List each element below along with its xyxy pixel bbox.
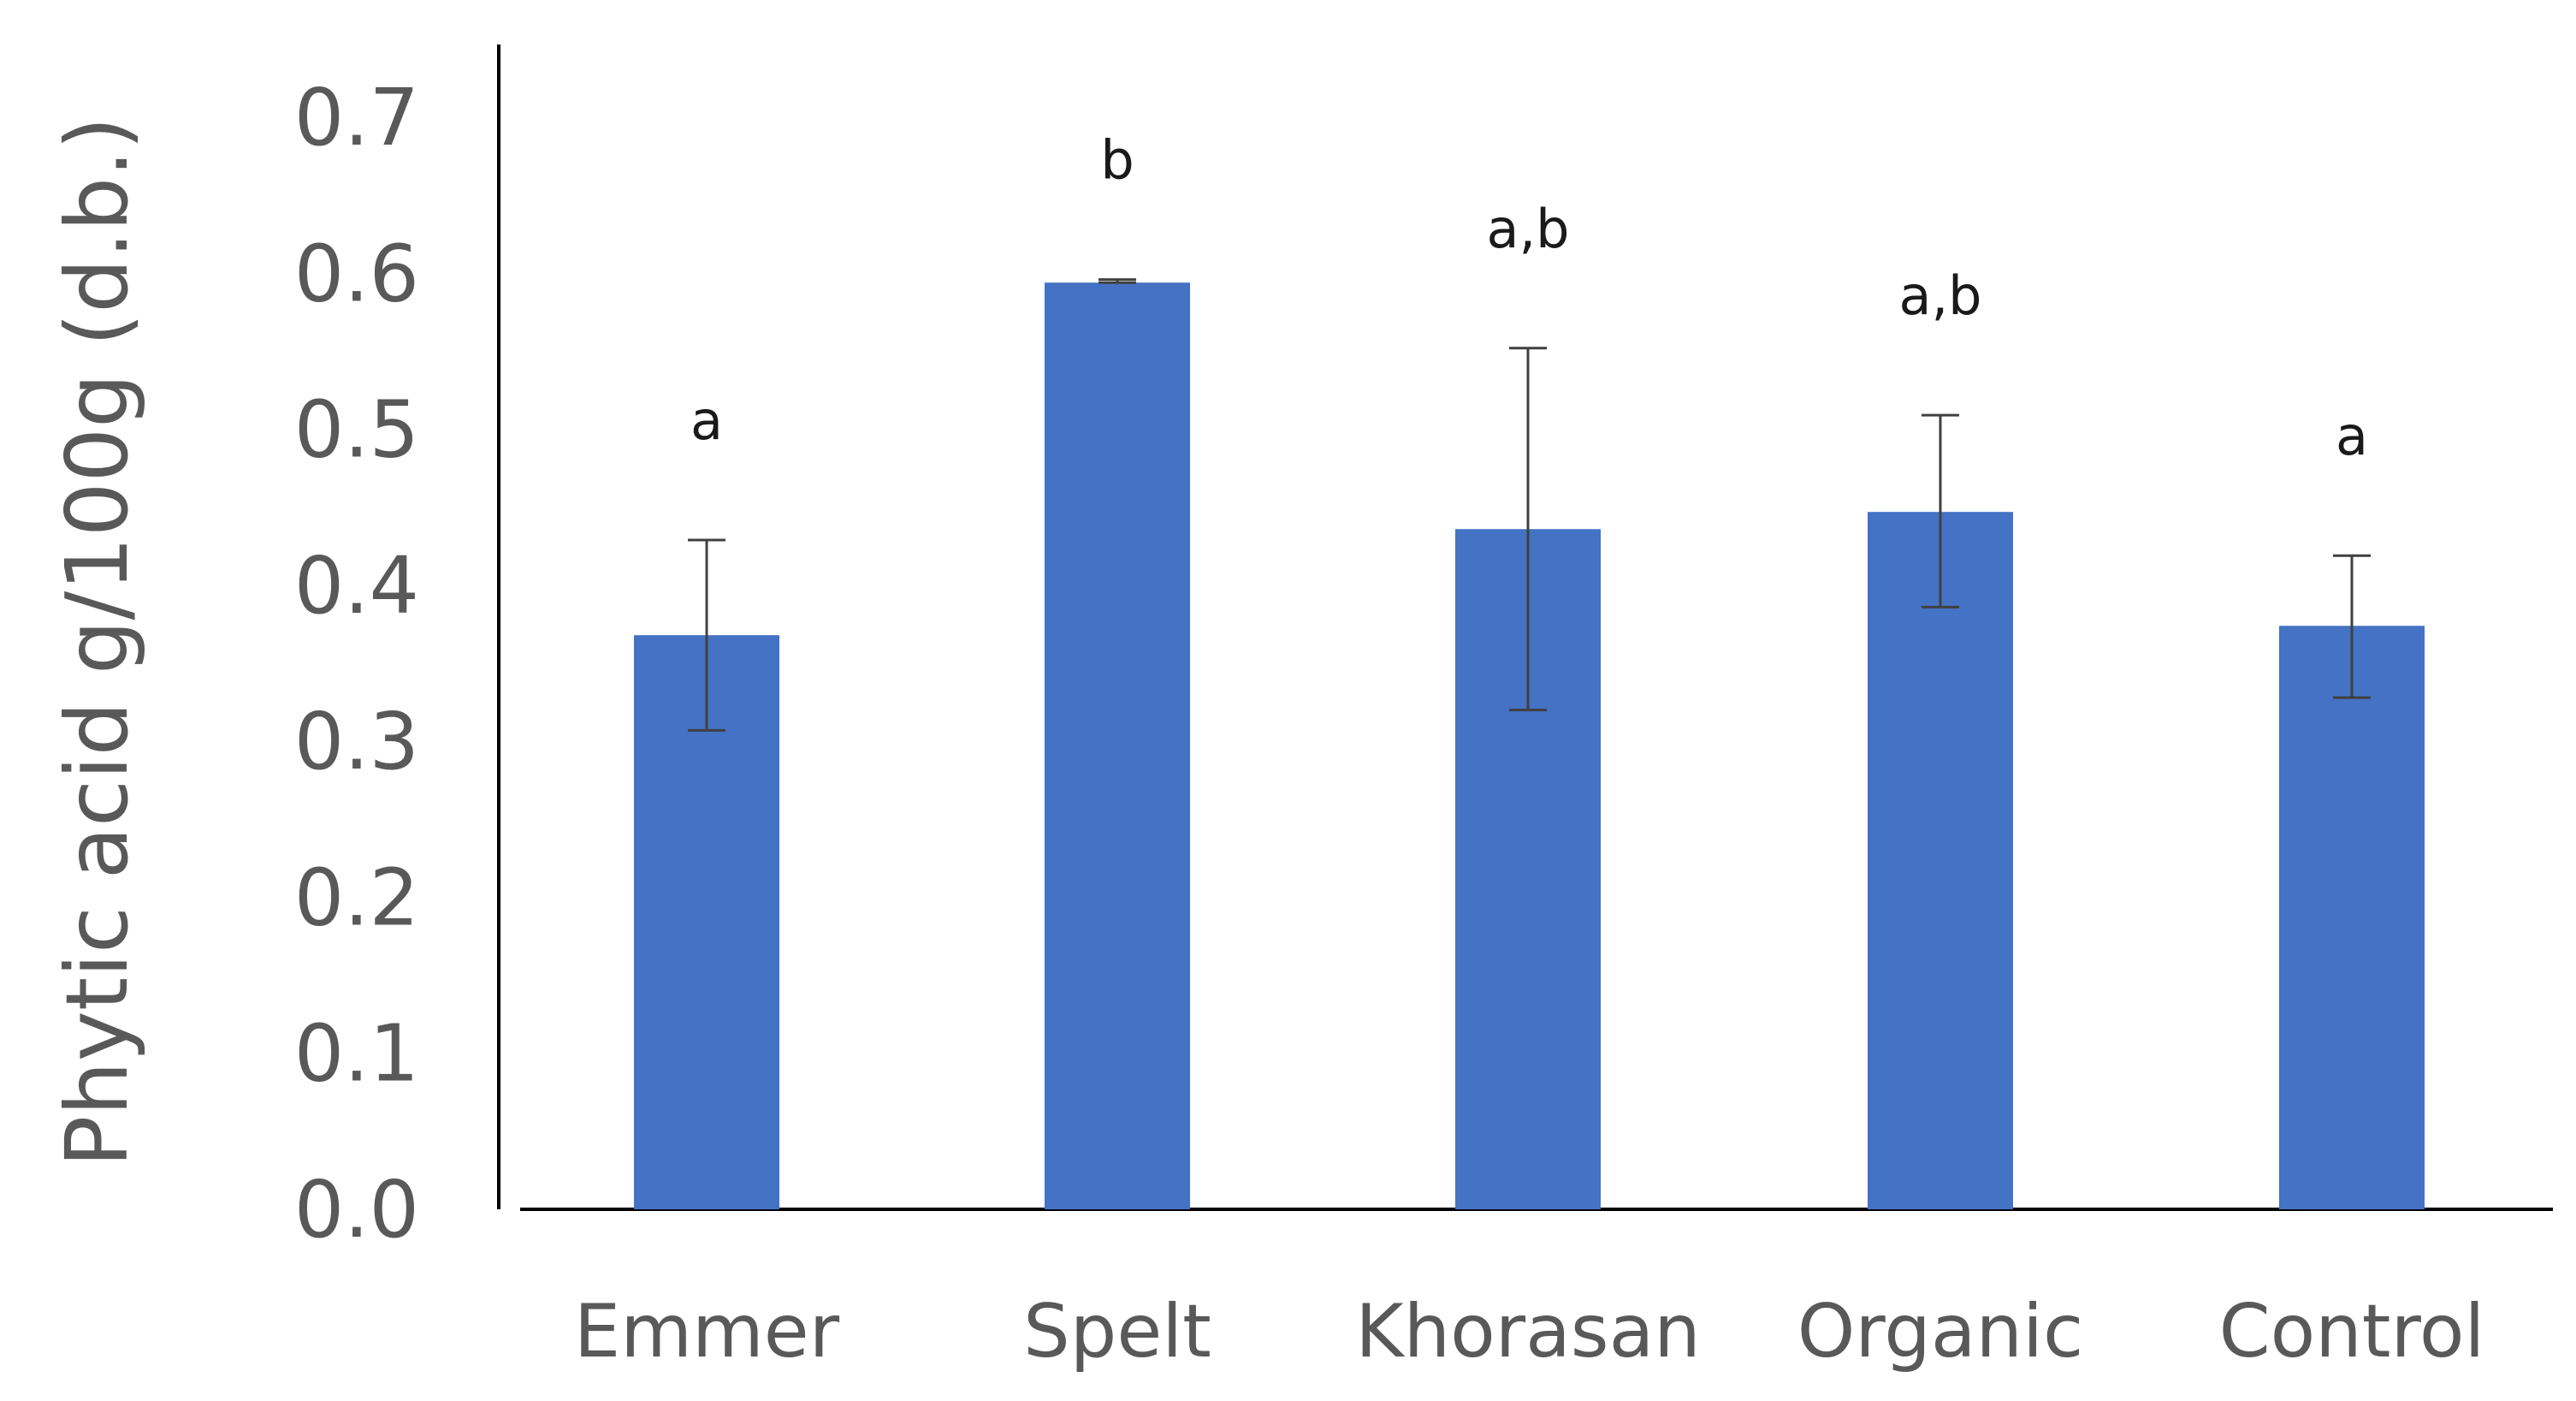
error-bar-control bbox=[2333, 554, 2371, 699]
error-bar-spelt bbox=[1099, 278, 1136, 284]
bar-spelt bbox=[1045, 282, 1190, 1209]
significance-label-control: a bbox=[2336, 405, 2368, 467]
y-tick-label: 0.3 bbox=[294, 696, 419, 787]
y-axis-title: Phytic acid g/100g (d.b.) bbox=[47, 116, 147, 1167]
y-tick-label: 0.0 bbox=[294, 1164, 419, 1256]
significance-label-spelt: b bbox=[1100, 129, 1134, 192]
y-tick-label: 0.7 bbox=[294, 72, 419, 163]
category-label-spelt: Spelt bbox=[1023, 1289, 1211, 1374]
y-tick-label: 0.5 bbox=[294, 384, 419, 476]
significance-label-emmer: a bbox=[690, 389, 723, 452]
y-tick-label: 0.1 bbox=[294, 1008, 419, 1100]
y-tick-labels: 0.0 0.1 0.2 0.3 0.4 0.5 0.6 0.7 bbox=[294, 72, 419, 1256]
y-tick-label: 0.4 bbox=[294, 540, 419, 632]
significance-label-khorasan: a,b bbox=[1486, 198, 1569, 260]
bar-organic bbox=[1868, 512, 2013, 1209]
y-tick-label: 0.2 bbox=[294, 852, 419, 943]
significance-label-organic: a,b bbox=[1898, 264, 1981, 327]
category-label-emmer: Emmer bbox=[574, 1289, 840, 1374]
category-labels: Emmer Spelt Khorasan Organic Control bbox=[574, 1289, 2485, 1374]
error-bar-organic bbox=[1922, 413, 1959, 608]
category-label-khorasan: Khorasan bbox=[1355, 1289, 1701, 1374]
y-tick-label: 0.6 bbox=[294, 228, 419, 319]
bar-control bbox=[2279, 626, 2425, 1209]
error-bar-khorasan bbox=[1509, 347, 1547, 712]
category-label-control: Control bbox=[2219, 1289, 2485, 1374]
error-bar-emmer bbox=[688, 538, 725, 732]
bars bbox=[634, 282, 2425, 1209]
significance-labels: a b a,b a,b a bbox=[690, 129, 2368, 468]
error-bars bbox=[688, 278, 2371, 732]
category-label-organic: Organic bbox=[1797, 1289, 2084, 1374]
